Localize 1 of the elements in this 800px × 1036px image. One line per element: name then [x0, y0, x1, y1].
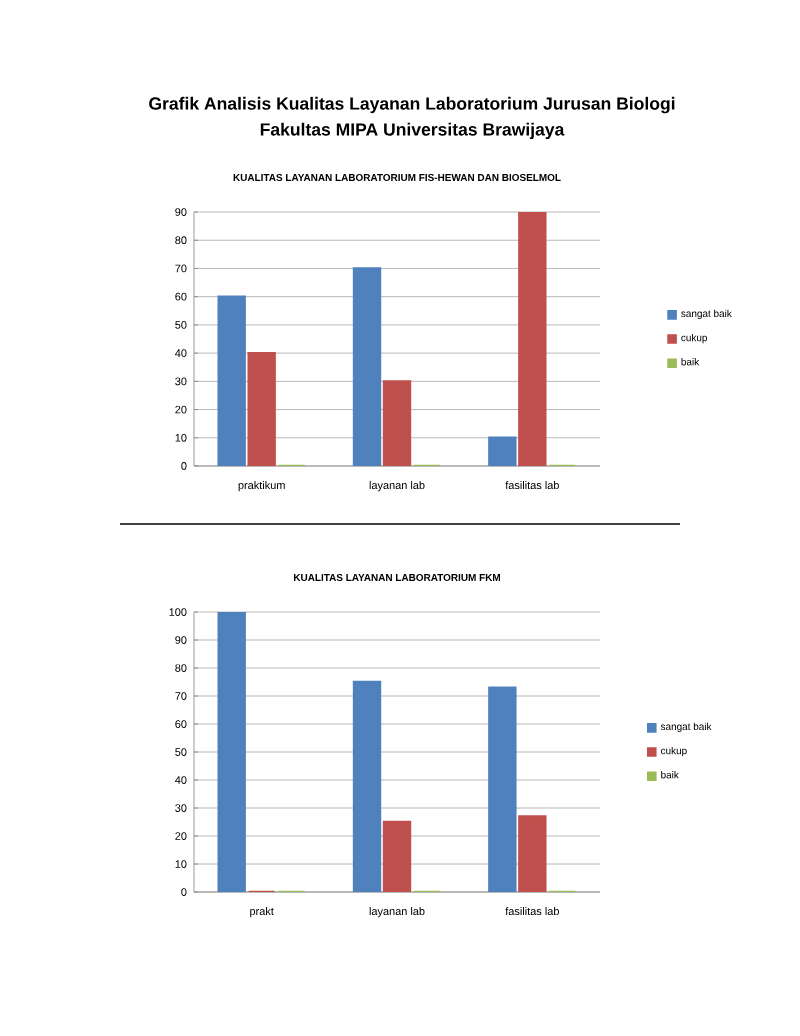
chart-title: Grafik Analisis Kualitas Layanan Laboratorium Jurusan Biologi Fakultas MIPA Universitas Brawijaya — [149, 96, 675, 140]
